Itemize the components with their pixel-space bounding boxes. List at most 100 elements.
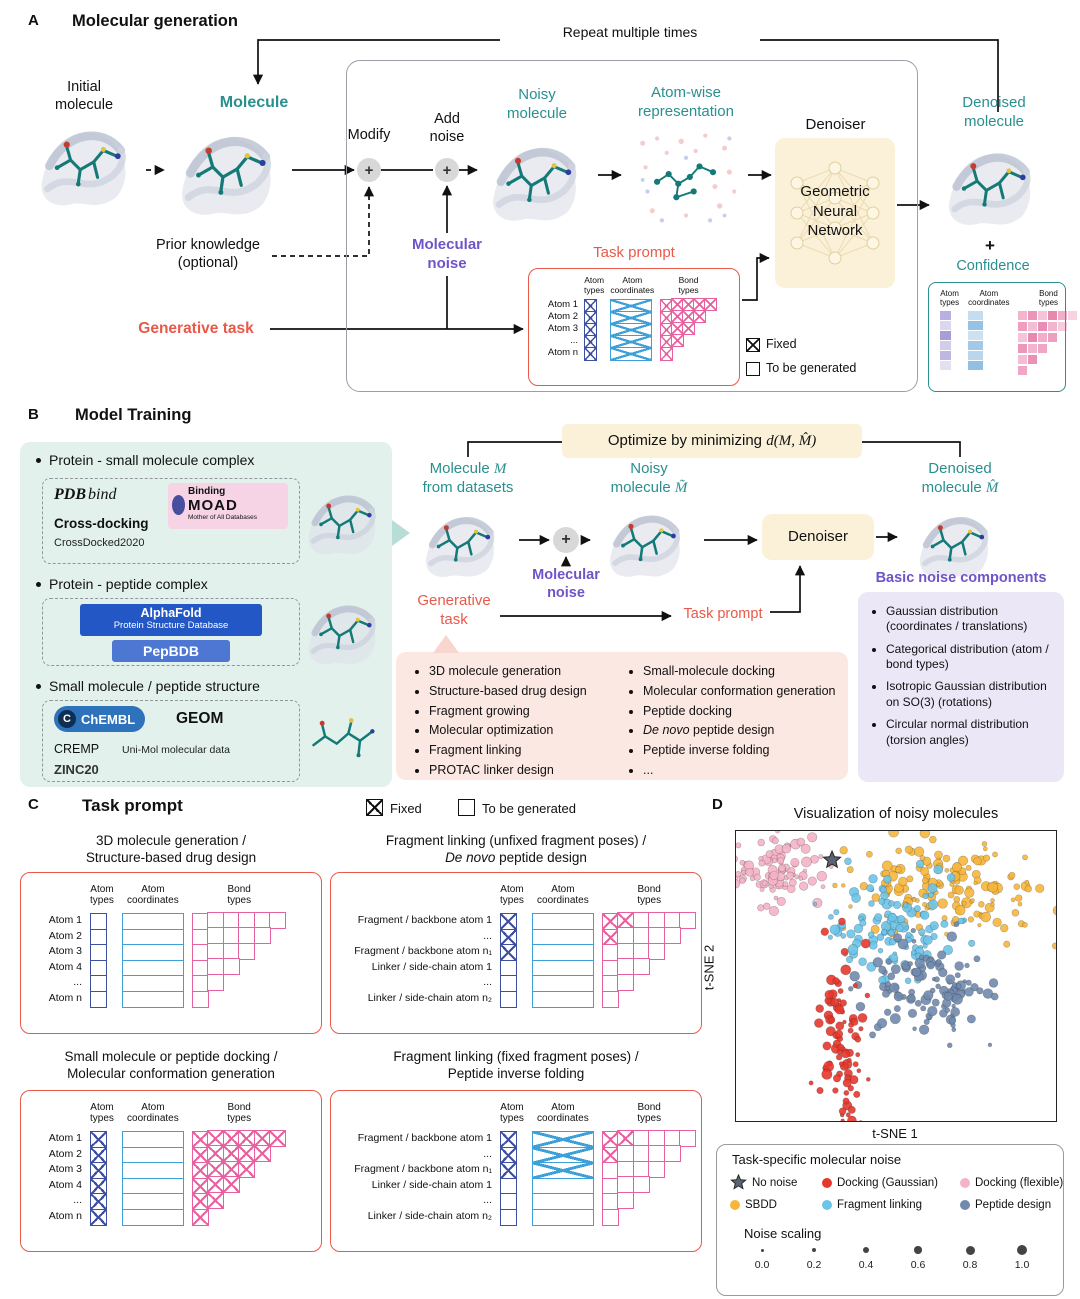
- scatter-point: [757, 904, 765, 912]
- scatter-point: [800, 843, 811, 854]
- tsne-legend-box: [716, 1144, 1064, 1296]
- dot-icon: [730, 1200, 740, 1210]
- x-axis-label: t-SNE 1: [872, 1126, 918, 1141]
- matrix-header: Bond types: [227, 884, 252, 907]
- matrix-cell: [121, 1177, 184, 1195]
- scatter-point: [832, 977, 840, 985]
- matrix-cell: [531, 1162, 594, 1179]
- scatter-point: [735, 842, 742, 849]
- scatter-point: [824, 990, 834, 1000]
- dataset-bullet-3: Small molecule / peptide structure: [36, 678, 380, 694]
- scatter-point: [765, 850, 774, 859]
- noise-scale-value: 1.0: [1014, 1259, 1030, 1271]
- noisy-molecule-m-image: [592, 496, 702, 584]
- moad-logo: Binding MOAD Mother of All Databases: [168, 483, 288, 529]
- scatter-point: [855, 1001, 866, 1012]
- scatter-point: [839, 999, 847, 1007]
- matrix-header: Atom types: [500, 1102, 524, 1125]
- matrix-cell: [90, 1177, 107, 1195]
- c-box2-title: Fragment linking (unfixed fragment poses…: [385, 833, 647, 866]
- scatter-point: [818, 854, 824, 860]
- scatter-point: [847, 1105, 856, 1114]
- gnn-label: Geometric Neural Network: [800, 183, 870, 239]
- scatter-point: [935, 983, 941, 990]
- scatter-point: [904, 845, 913, 854]
- matrix-row-label: Fragment / backbone atom n₁: [354, 945, 492, 957]
- noisy-molecule-label: Noisy molecule: [506, 86, 568, 122]
- scatter-point: [910, 949, 917, 956]
- scatter-point: [947, 891, 955, 899]
- add-noise-label: Add noise: [429, 111, 465, 146]
- matrix-cell: [601, 1177, 619, 1195]
- scatter-point: [848, 904, 853, 909]
- matrix-cell: [531, 928, 594, 946]
- heatmap-cell: [1038, 344, 1048, 353]
- matrix-cell: [207, 1191, 225, 1209]
- matrix-cell: [632, 1129, 650, 1147]
- matrix-cell: [531, 1208, 594, 1226]
- scatter-point: [897, 938, 909, 950]
- scatter-point: [902, 902, 909, 908]
- scatter-point: [851, 893, 861, 903]
- matrix-cell: [90, 944, 107, 961]
- scatter-point: [918, 1024, 930, 1035]
- scatter-point: [894, 866, 902, 874]
- noise-scale-item: 0.4: [840, 1244, 892, 1271]
- scatter-point: [771, 857, 778, 864]
- matrix-cell: [663, 911, 681, 929]
- heatmap-cell: [940, 311, 951, 320]
- tbg-legend-swatch-c: [458, 799, 475, 816]
- matrix-cell: [269, 1129, 287, 1147]
- matrix-cell: [601, 990, 619, 1008]
- scatter-point: [898, 876, 908, 887]
- matrix-cell: [191, 1208, 209, 1226]
- matrix-cell: [632, 911, 650, 929]
- list-item: Structure-based drug design: [429, 682, 619, 702]
- scatter-point: [798, 876, 804, 881]
- scatter-point: [907, 993, 916, 1003]
- scatter-point: [874, 913, 883, 922]
- matrix-row-label: Fragment / backbone atom 1: [357, 914, 492, 926]
- heatmap-cell: [1058, 322, 1068, 331]
- scatter-point: [854, 1035, 862, 1043]
- star-icon: [730, 1174, 747, 1190]
- matrix-header: Atom coordinates: [127, 884, 179, 907]
- matrix-header: [36, 1102, 82, 1128]
- matrix-cell: [632, 927, 650, 944]
- scatter-point: [973, 880, 978, 886]
- molecule-m-image: [406, 498, 518, 584]
- zinc20-logo: ZINC20: [54, 762, 99, 777]
- modify-label: Modify: [347, 127, 391, 143]
- heatmap-cell: [1018, 311, 1028, 320]
- scatter-point: [852, 983, 858, 989]
- scatter-point: [1051, 942, 1059, 950]
- scatter-point: [889, 953, 899, 963]
- scatter-point: [832, 882, 838, 889]
- matrix-cell: [90, 1193, 107, 1210]
- scatter-point: [905, 931, 912, 938]
- matrix-cell: [671, 333, 684, 347]
- legend-entry-label: No noise: [752, 1176, 798, 1189]
- scatter-point: [753, 873, 761, 881]
- scatter-point: [887, 929, 895, 937]
- scatter-point: [927, 892, 934, 898]
- matrix-cell: [191, 975, 209, 992]
- scatter-point: [889, 1013, 901, 1025]
- matrix-header: Atom types: [584, 275, 605, 295]
- scatter-point: [970, 983, 979, 992]
- task-list-1: 3D molecule generationStructure-based dr…: [414, 662, 619, 781]
- crossdocking-label: Cross-docking: [54, 516, 149, 531]
- atomwise-representation-label: Atom-wise representation: [638, 84, 734, 120]
- scatter-point: [796, 837, 806, 847]
- matrix-cell: [191, 1193, 209, 1210]
- noise-scale-value: 0.8: [962, 1259, 978, 1271]
- heatmap-cell: [1038, 322, 1048, 331]
- scatter-point: [782, 881, 789, 888]
- scatter-point: [923, 935, 933, 945]
- heatmap-cell: [1038, 333, 1048, 342]
- scatter-point: [776, 896, 786, 906]
- scatter-point: [842, 1097, 850, 1105]
- scatter-point: [771, 837, 779, 845]
- scatter-point: [832, 1087, 839, 1094]
- scatter-point: [820, 927, 829, 936]
